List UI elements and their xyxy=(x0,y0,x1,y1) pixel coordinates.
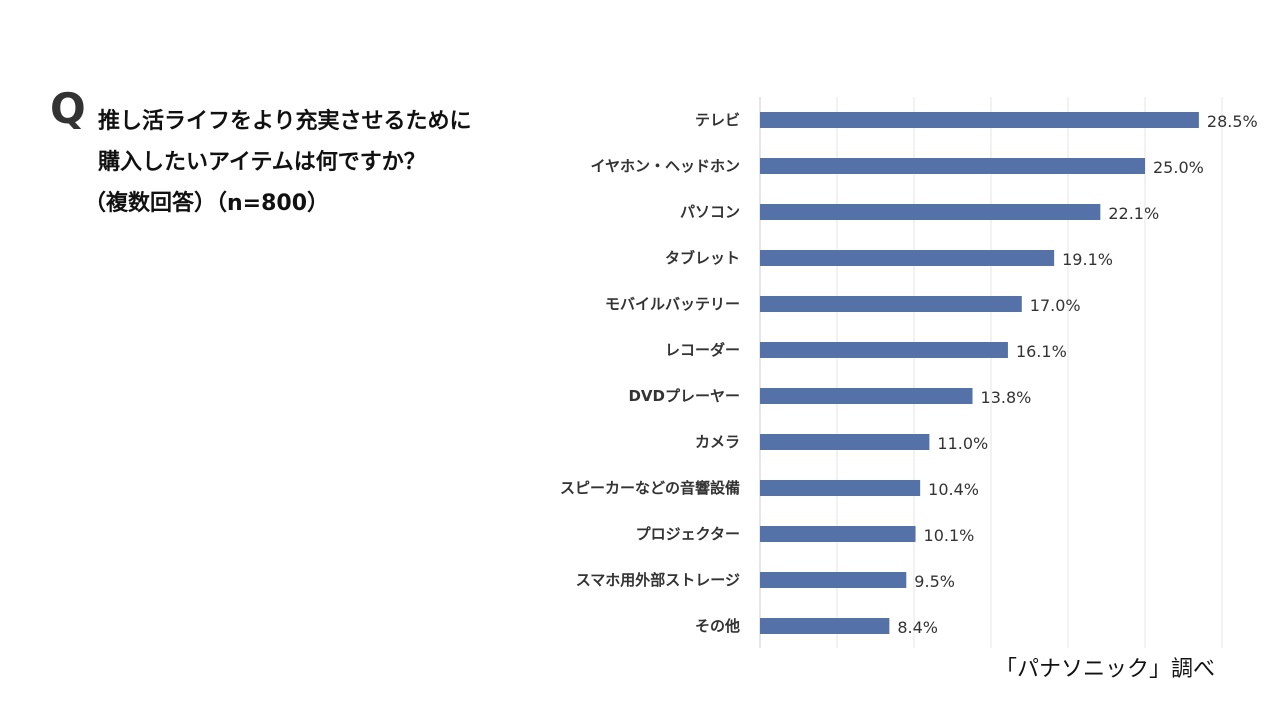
value-label: 25.0% xyxy=(1153,158,1204,177)
bar xyxy=(760,526,916,542)
bar xyxy=(760,250,1055,266)
source-note: 「パナソニック」調べ xyxy=(995,657,1216,682)
category-label: イヤホン・ヘッドホン xyxy=(590,157,740,175)
value-label: 13.8% xyxy=(981,388,1032,407)
category-label: モバイルバッテリー xyxy=(605,295,740,313)
value-label: 10.1% xyxy=(924,526,975,545)
bar xyxy=(760,342,1008,358)
category-label: パソコン xyxy=(680,203,740,221)
category-label: DVDプレーヤー xyxy=(628,387,740,405)
value-label: 22.1% xyxy=(1108,204,1159,223)
category-label: レコーダー xyxy=(665,341,740,359)
value-label: 28.5% xyxy=(1207,112,1258,131)
bar xyxy=(760,572,907,588)
value-label: 9.5% xyxy=(914,572,955,591)
value-label: 17.0% xyxy=(1030,296,1081,315)
category-label: スマホ用外部ストレージ xyxy=(576,571,740,589)
value-label: 8.4% xyxy=(897,618,938,637)
value-label: 19.1% xyxy=(1062,250,1113,269)
question-line-2: 購入したいアイテムは何ですか？ xyxy=(98,150,426,175)
bar xyxy=(760,158,1145,174)
bar xyxy=(760,204,1101,220)
question-line-3: （複数回答）（n=800） xyxy=(84,191,330,216)
category-label: テレビ xyxy=(695,111,740,129)
bar xyxy=(760,388,973,404)
bar xyxy=(760,480,921,496)
category-label: その他 xyxy=(695,617,740,635)
value-label: 10.4% xyxy=(928,480,979,499)
question-mark: Q xyxy=(50,84,86,133)
bar xyxy=(760,296,1022,312)
category-label: プロジェクター xyxy=(636,525,740,543)
category-label: スピーカーなどの音響設備 xyxy=(560,479,740,497)
category-label: タブレット xyxy=(665,249,740,267)
bar xyxy=(760,434,930,450)
bar xyxy=(760,112,1199,128)
question-line-1: 推し活ライフをより充実させるために xyxy=(98,109,472,134)
category-label: カメラ xyxy=(695,433,740,451)
question-text: 推し活ライフをより充実させるために 購入したいアイテムは何ですか？ （複数回答）… xyxy=(84,101,472,224)
bar xyxy=(760,618,890,634)
value-label: 11.0% xyxy=(937,434,988,453)
value-label: 16.1% xyxy=(1016,342,1067,361)
